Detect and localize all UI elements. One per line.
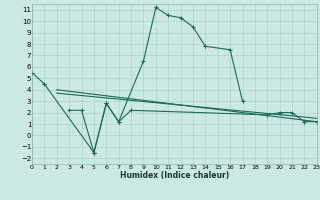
X-axis label: Humidex (Indice chaleur): Humidex (Indice chaleur) — [120, 171, 229, 180]
